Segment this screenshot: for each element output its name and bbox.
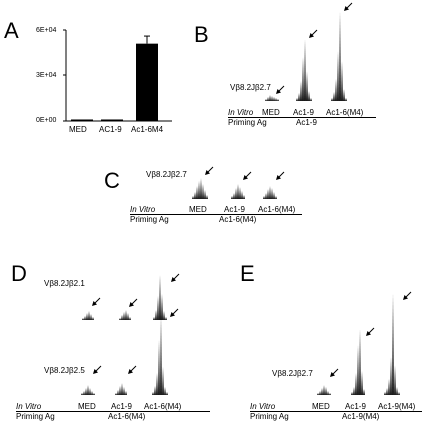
panel-b-arrow-med [276,85,285,94]
panel-b-divider [228,117,376,118]
panel-d-bottom-arrow-med [93,365,102,374]
panel-c-priming-label: Priming Ag [130,215,169,224]
panel-d-top-arrow-ac19 [129,298,138,307]
panel-c-letter: C [104,168,120,193]
panel-c-in-vitro: In Vitro [130,205,156,214]
panel-a-xlabel-ac16m4: Ac1-6M4 [131,125,164,134]
panel-d-bottom-arrow-ac19 [128,365,137,374]
panel-b-priming-value: Ac1-9 [296,118,317,127]
panel-b-probe: Vβ8.2Jβ2.7 [230,83,271,92]
panel-d-bottom-peaks-ac16m4 [152,315,168,395]
panel-c-peaks-ac19 [231,184,245,199]
panel-c-lane-ac19: Ac1-9 [224,205,245,214]
panel-d-top-arrow-ac16m4 [171,273,180,282]
panel-d-top-peaks-ac16m4 [153,275,167,320]
panel-a-bar-1 [101,119,123,121]
panel-c-peaks-med [192,178,208,199]
panel-b-peaks-med [265,95,279,101]
panel-d-probe-top: Vβ8.2Jβ2.1 [44,279,85,288]
panel-a-ytick-bottom: 0E+00 [36,117,57,124]
panel-e-lane-ac19m4: Ac1-9(M4) [378,402,416,411]
panel-a-bar-0 [71,119,93,121]
panel-b-arrow-ac16m4 [344,2,353,11]
panel-c-peaks-ac16m4 [263,186,277,199]
panel-e-lane-ac19: Ac1-9 [345,402,366,411]
panel-d-top-arrow-med [92,297,101,306]
panel-d-lane-ac16m4: Ac1-6(M4) [144,402,182,411]
panel-e-arrow-ac19m4 [403,291,412,300]
panel-e-divider [250,411,422,412]
panel-b-peaks-ac16m4 [331,11,347,101]
panel-b-peaks-ac19 [296,39,312,101]
panel-b-lane-ac16m4: Ac1-6(M4) [326,108,364,117]
panel-d-in-vitro: In Vitro [16,402,42,411]
panel-e-in-vitro: In Vitro [250,402,276,411]
panel-e-lane-med: MED [312,402,330,411]
panel-a-xlabel-med: MED [69,125,87,134]
panel-b-in-vitro: In Vitro [228,108,254,117]
panel-a-xlabel-ac19: AC1-9 [99,125,122,134]
panel-c-probe: Vβ8.2Jβ2.7 [146,170,187,179]
panel-d-top-peaks-med [82,311,94,320]
panel-e-letter: E [240,261,255,286]
panel-b-priming-label: Priming Ag [228,118,267,127]
panel-e-arrow-med [330,368,339,377]
panel-d-top-peaks-ac19 [119,310,131,320]
panel-b-letter: B [194,22,209,47]
panel-e-arrow-ac19 [366,327,375,336]
panel-e-peaks-ac19m4 [384,293,400,395]
panel-c-lane-med: MED [189,205,207,214]
panel-a-ytick-mid: 3E+04 [36,72,57,79]
panel-e-priming-value: Ac1-9(M4) [342,412,380,421]
panel-d-probe-bottom: Vβ8.2Jβ2.5 [44,366,85,375]
panel-c-priming-value: Ac1-6(M4) [219,215,257,224]
panel-e-probe: Vβ8.2Jβ2.7 [272,369,313,378]
panel-d-bottom-peaks-ac19 [115,383,127,395]
panel-d-bottom-arrow-ac16m4 [170,308,179,317]
panel-e-peaks-ac19 [351,329,365,395]
panel-a-letter: A [4,18,19,43]
panel-c-arrow-ac16m4 [276,171,285,180]
panel-d-priming-value: Ac1-6(M4) [108,412,146,421]
panel-d-lane-med: MED [78,402,96,411]
panel-c-arrow-ac19 [243,171,252,180]
panel-c-arrow-med [205,166,214,175]
panel-d-letter: D [11,261,27,286]
panel-e-peaks-med [317,385,331,395]
panel-a-ytick-top: 6E+04 [36,27,57,34]
panel-b-arrow-ac19 [309,29,318,38]
panel-b-lane-ac19: Ac1-9 [293,108,314,117]
panel-b-lane-med: MED [262,108,280,117]
panel-c-lane-ac16m4: Ac1-6(M4) [258,205,296,214]
panel-a-bar-2 [136,43,158,121]
panel-e-priming-label: Priming Ag [250,412,289,421]
panel-d-priming-label: Priming Ag [16,412,55,421]
panel-d-lane-ac19: Ac1-9 [111,402,132,411]
panel-d-divider [16,411,210,412]
panel-c-divider [130,214,302,215]
panel-d-bottom-peaks-med [81,385,95,395]
